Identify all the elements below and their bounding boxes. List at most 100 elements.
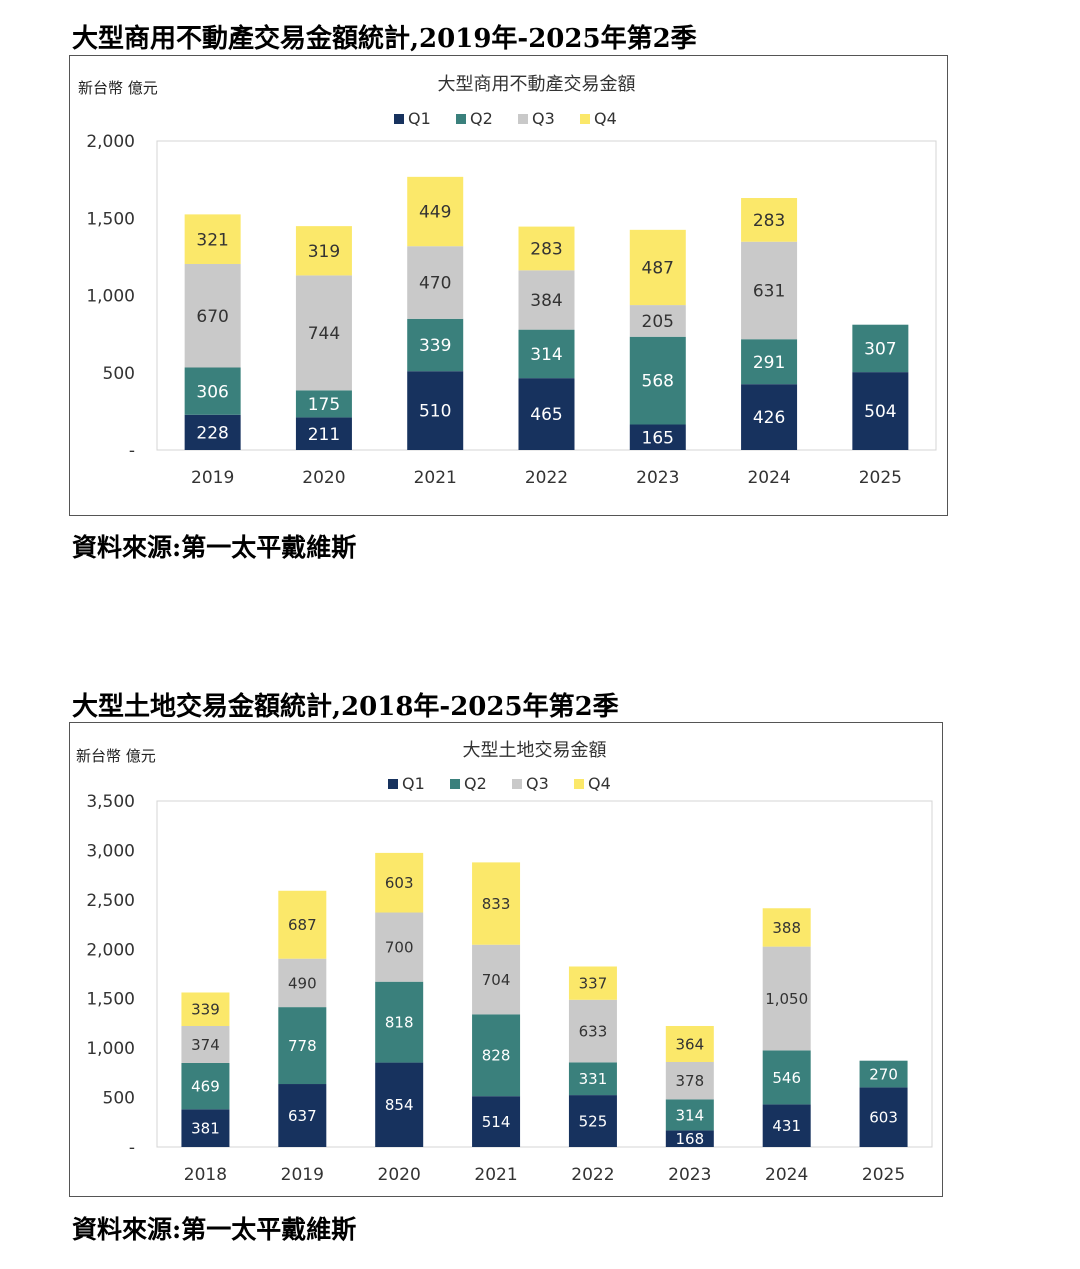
y-tick-label: 1,500 bbox=[86, 990, 135, 1010]
bar-segment-q4 bbox=[741, 198, 798, 242]
bar-segment-q4 bbox=[278, 890, 327, 959]
bar-segment-q3 bbox=[407, 246, 464, 319]
y-tick-label: 1,000 bbox=[86, 287, 135, 307]
bar-segment-q4 bbox=[665, 1025, 714, 1062]
data-label: 778 bbox=[288, 1037, 317, 1055]
bar-segment-q2 bbox=[568, 1062, 617, 1096]
data-label: 510 bbox=[419, 402, 451, 422]
data-label: 319 bbox=[308, 242, 340, 262]
y-tick-label: 2,000 bbox=[86, 940, 135, 960]
bar-segment-q2 bbox=[629, 336, 686, 425]
bar-segment-q2 bbox=[184, 367, 241, 415]
data-label: 514 bbox=[482, 1113, 511, 1131]
bar-segment-q2 bbox=[181, 1062, 230, 1110]
bar-segment-q2 bbox=[295, 390, 352, 418]
bar-segment-q2 bbox=[375, 981, 424, 1063]
bar-segment-q1 bbox=[629, 424, 686, 450]
data-label: 283 bbox=[753, 211, 785, 231]
bar-segment-q3 bbox=[472, 944, 521, 1015]
x-tick-label: 2023 bbox=[636, 468, 679, 488]
data-label: 465 bbox=[530, 405, 562, 425]
data-label: 205 bbox=[642, 312, 674, 332]
bar-segment-q1 bbox=[859, 1087, 908, 1147]
bar-segment-q3 bbox=[629, 305, 686, 337]
x-tick-label: 2025 bbox=[859, 468, 902, 488]
bar-segment-q2 bbox=[407, 318, 464, 372]
bar-segment-q2 bbox=[472, 1014, 521, 1097]
data-label: 426 bbox=[753, 408, 785, 428]
bar-segment-q4 bbox=[375, 852, 424, 913]
x-tick-label: 2025 bbox=[862, 1165, 905, 1185]
data-label: 469 bbox=[191, 1078, 220, 1096]
legend-swatch-q1 bbox=[394, 114, 404, 124]
bar-segment-q4 bbox=[568, 966, 617, 1000]
bar-segment-q1 bbox=[407, 371, 464, 450]
data-label: 165 bbox=[642, 428, 674, 448]
data-label: 337 bbox=[579, 975, 608, 993]
x-tick-label: 2020 bbox=[378, 1165, 421, 1185]
bar-segment-q3 bbox=[184, 263, 241, 368]
chart2-source: 資料來源:第一太平戴維斯 bbox=[72, 1215, 357, 1244]
data-label: 631 bbox=[753, 282, 785, 302]
legend-label-q1: Q1 bbox=[408, 109, 431, 128]
data-label: 321 bbox=[196, 230, 228, 250]
legend-label-q4: Q4 bbox=[594, 109, 617, 128]
legend-swatch-q3 bbox=[512, 779, 522, 789]
data-label: 546 bbox=[772, 1069, 801, 1087]
bar-segment-q2 bbox=[278, 1007, 327, 1085]
bar-segment-q4 bbox=[762, 908, 811, 947]
bar-segment-q1 bbox=[762, 1104, 811, 1147]
x-tick-label: 2021 bbox=[414, 468, 457, 488]
x-tick-label: 2022 bbox=[525, 468, 568, 488]
legend-swatch-q4 bbox=[580, 114, 590, 124]
data-label: 828 bbox=[482, 1047, 511, 1065]
x-tick-label: 2019 bbox=[281, 1165, 324, 1185]
bar-segment-q2 bbox=[859, 1060, 908, 1088]
data-label: 603 bbox=[869, 1109, 898, 1127]
data-label: 637 bbox=[288, 1107, 317, 1125]
bar-segment-q4 bbox=[518, 226, 575, 271]
data-label: 744 bbox=[308, 324, 340, 344]
data-label: 175 bbox=[308, 395, 340, 415]
bar-segment-q3 bbox=[278, 958, 327, 1008]
chart1-source: 資料來源:第一太平戴維斯 bbox=[72, 533, 357, 562]
x-tick-label: 2021 bbox=[474, 1165, 517, 1185]
commercial-chart-svg: 新台幣 億元 大型商用不動產交易金額 Q1 Q2 Q3 Q4 - 500 1,000 1,500 2… bbox=[78, 74, 937, 488]
legend-label-q3: Q3 bbox=[532, 109, 555, 128]
data-label: 704 bbox=[482, 971, 511, 989]
chart1-section-title: 大型商用不動產交易金額統計,2019年-2025年第2季 bbox=[72, 24, 697, 54]
data-label: 603 bbox=[385, 874, 414, 892]
x-tick-label: 2022 bbox=[571, 1165, 614, 1185]
data-label: 700 bbox=[385, 939, 414, 957]
legend-swatch-q2 bbox=[456, 114, 466, 124]
y-tick-label: 500 bbox=[103, 1089, 135, 1109]
y-tick-label: - bbox=[129, 441, 135, 461]
legend-label-q2: Q2 bbox=[464, 774, 487, 793]
unit-label: 新台幣 億元 bbox=[76, 747, 156, 765]
data-label: 670 bbox=[196, 307, 228, 327]
bar-segment-q3 bbox=[295, 275, 352, 391]
chart-title: 大型商用不動產交易金額 bbox=[438, 74, 636, 95]
y-tick-label: 1,000 bbox=[86, 1039, 135, 1059]
bar-segment-q3 bbox=[762, 946, 811, 1051]
data-label: 490 bbox=[288, 974, 317, 992]
data-label: 307 bbox=[864, 340, 896, 360]
bar-segment-q4 bbox=[472, 862, 521, 945]
data-label: 449 bbox=[419, 203, 451, 223]
data-label: 854 bbox=[385, 1096, 414, 1114]
bar-segment-q3 bbox=[665, 1061, 714, 1100]
bar-segment-q3 bbox=[741, 241, 798, 340]
x-tick-label: 2020 bbox=[302, 468, 345, 488]
bar-segment-q3 bbox=[181, 1025, 230, 1063]
data-label: 378 bbox=[675, 1072, 704, 1090]
commercial-chart: 新台幣 億元 大型商用不動產交易金額 Q1 Q2 Q3 Q4 - 500 1,000 1,500 2… bbox=[69, 55, 948, 516]
bar-segment-q2 bbox=[852, 324, 909, 373]
unit-label: 新台幣 億元 bbox=[78, 79, 158, 97]
x-tick-label: 2024 bbox=[747, 468, 790, 488]
data-label: 228 bbox=[196, 424, 228, 444]
bar-segment-q4 bbox=[295, 226, 352, 276]
data-label: 487 bbox=[642, 259, 674, 279]
land-chart: 新台幣 億元 大型土地交易金額 Q1 Q2 Q3 Q4 - 500 1,000 1,500 2,00… bbox=[69, 722, 943, 1197]
plot-area bbox=[156, 800, 933, 1148]
legend-label-q3: Q3 bbox=[526, 774, 549, 793]
